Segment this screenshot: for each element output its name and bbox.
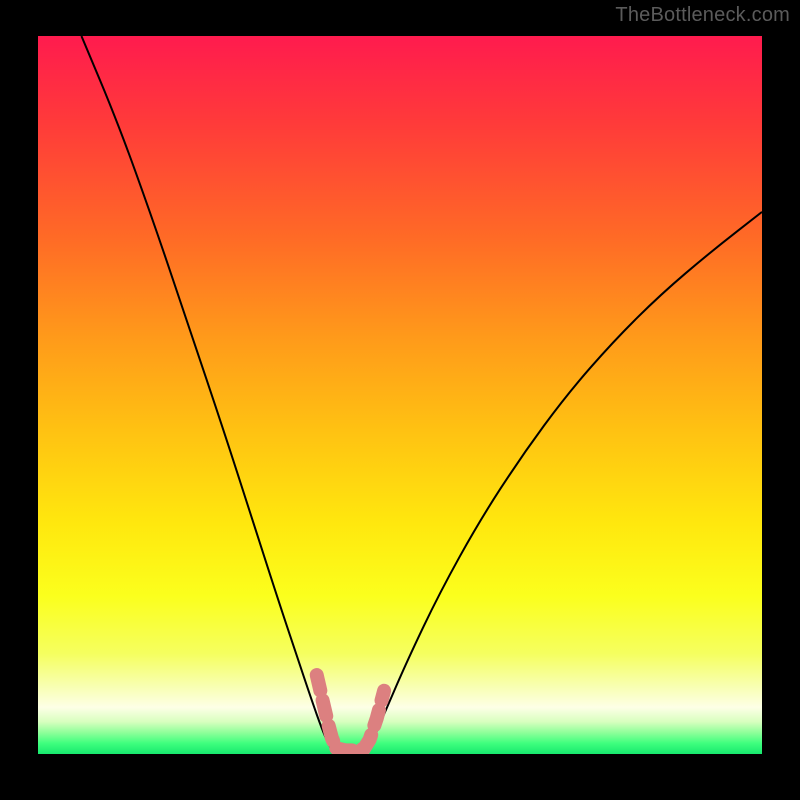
chart-svg (0, 0, 800, 800)
chart-frame: TheBottleneck.com (0, 0, 800, 800)
gradient-plot-area (38, 36, 762, 754)
